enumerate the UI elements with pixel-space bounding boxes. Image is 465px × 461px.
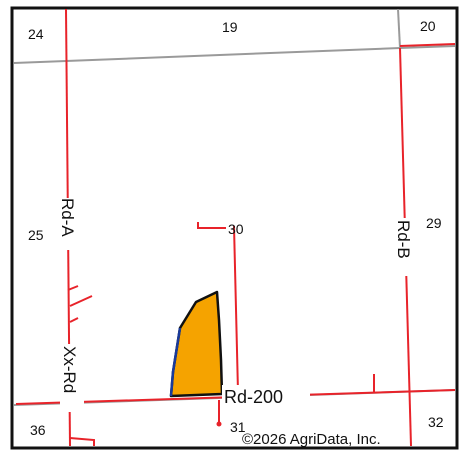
road-stub-a1 bbox=[67, 285, 79, 291]
road-label-xx-rd-bg bbox=[60, 344, 84, 412]
road-top-right-stub bbox=[399, 43, 456, 47]
road-stub-a2 bbox=[69, 295, 93, 307]
section-label-31: 31 bbox=[230, 419, 246, 435]
road-label-xx-rd: Xx-Rd bbox=[60, 346, 79, 393]
road-label-rd-a: Rd-A bbox=[58, 198, 77, 237]
section-label-25: 25 bbox=[28, 227, 44, 243]
section-line-top bbox=[13, 47, 401, 64]
section-line-corner bbox=[397, 8, 401, 49]
road-label-rd-a-bg bbox=[58, 198, 80, 250]
section-label-20: 20 bbox=[420, 18, 436, 34]
road-stub-bottom bbox=[69, 437, 95, 446]
road-section-30-line bbox=[233, 225, 239, 393]
road-label-rd-200: Rd-200 bbox=[224, 387, 283, 407]
road-label-rd-b-bg bbox=[394, 218, 418, 276]
road-stub-30 bbox=[197, 222, 226, 229]
road-label-rd-200-bg bbox=[222, 385, 310, 407]
section-label-32: 32 bbox=[428, 414, 444, 430]
field-edge-blue bbox=[169, 327, 182, 397]
section-label-19: 19 bbox=[222, 19, 238, 35]
section-label-36: 36 bbox=[30, 422, 46, 438]
section-label-30: 30 bbox=[228, 221, 244, 237]
point-marker bbox=[216, 421, 222, 427]
road-stub-a3 bbox=[69, 317, 79, 323]
road-label-rd-b: Rd-B bbox=[394, 220, 413, 259]
section-line-top-right bbox=[399, 45, 456, 49]
copyright-text: ©2026 AgriData, Inc. bbox=[242, 431, 381, 448]
section-label-29: 29 bbox=[426, 215, 442, 231]
section-label-24: 24 bbox=[28, 26, 44, 42]
